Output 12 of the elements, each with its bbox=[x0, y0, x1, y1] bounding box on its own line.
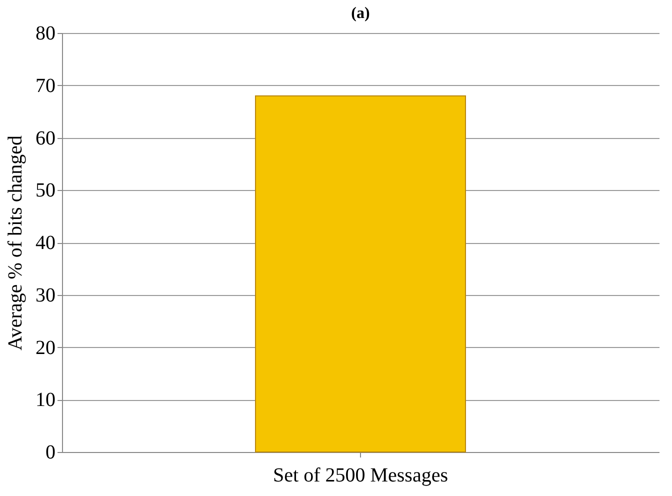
y-tick-label: 40 bbox=[36, 232, 56, 254]
y-tick-label: 80 bbox=[36, 22, 56, 44]
y-tick-label: 0 bbox=[46, 442, 56, 464]
y-tick-label: 70 bbox=[36, 74, 56, 97]
chart-title: (a) bbox=[351, 5, 370, 22]
y-tick-label: 30 bbox=[36, 284, 56, 306]
y-axis-title: Average % of bits changed bbox=[4, 135, 26, 351]
x-tick-label: Set of 2500 Messages bbox=[273, 464, 448, 486]
y-tick-label: 20 bbox=[36, 336, 56, 359]
y-tick-label: 60 bbox=[36, 127, 56, 150]
y-tick-label: 10 bbox=[36, 389, 56, 412]
y-tick-label: 50 bbox=[36, 180, 56, 202]
